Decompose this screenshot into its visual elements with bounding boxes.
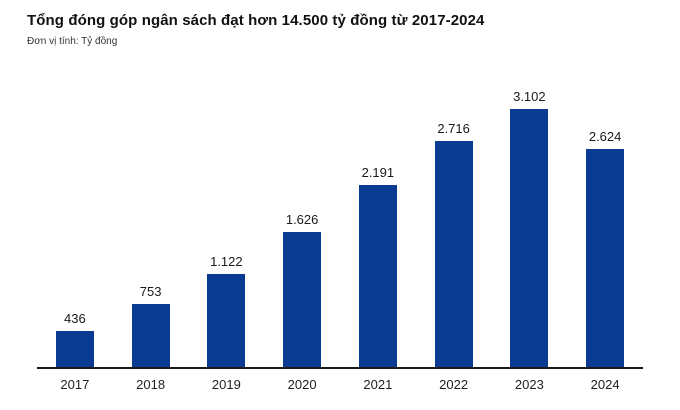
bar-value-label: 3.102 [513, 89, 546, 104]
bar [358, 185, 397, 367]
bar [510, 109, 549, 367]
bar-column: 436 [37, 88, 113, 367]
bar-column: 3.102 [492, 88, 568, 367]
bar [434, 141, 473, 367]
bar-value-label: 1.122 [210, 254, 243, 269]
x-axis-label: 2023 [514, 377, 544, 392]
bar-column: 2.624 [567, 88, 643, 367]
chart-subtitle: Đơn vị tính: Tỷ đồng [27, 36, 118, 47]
bar-value-label: 2.716 [437, 121, 470, 136]
bar [131, 304, 170, 367]
x-axis-labels: 2017 2018 2019 2020 2021 2022 2023 2024 [37, 377, 643, 392]
bar-column: 1.122 [189, 88, 265, 367]
x-axis-line [37, 367, 643, 369]
x-axis-label: 2019 [211, 377, 241, 392]
x-axis-label: 2024 [590, 377, 620, 392]
x-axis-label: 2021 [363, 377, 393, 392]
x-axis-label: 2017 [60, 377, 90, 392]
bar [207, 274, 246, 367]
bar-column: 2.191 [340, 88, 416, 367]
x-axis-label: 2020 [287, 377, 317, 392]
bar [283, 232, 322, 367]
x-axis-label: 2022 [439, 377, 469, 392]
bar-value-label: 753 [139, 284, 162, 299]
x-axis-label: 2018 [136, 377, 166, 392]
bar-column: 1.626 [264, 88, 340, 367]
bar-value-label: 2.624 [588, 129, 622, 144]
bar-value-label: 436 [64, 311, 86, 326]
bar-column: 2.716 [416, 88, 492, 367]
chart-title: Tổng đóng góp ngân sách đạt hơn 14.500 t… [27, 12, 485, 29]
bar-column: 753 [113, 88, 189, 367]
bar [586, 149, 625, 367]
bar-value-label: 2.191 [361, 165, 395, 180]
plot-area: 436 753 1.122 1.626 2.191 2.716 3.102 2.624 [37, 88, 643, 367]
bar-value-label: 1.626 [285, 212, 319, 227]
bar [55, 331, 94, 367]
